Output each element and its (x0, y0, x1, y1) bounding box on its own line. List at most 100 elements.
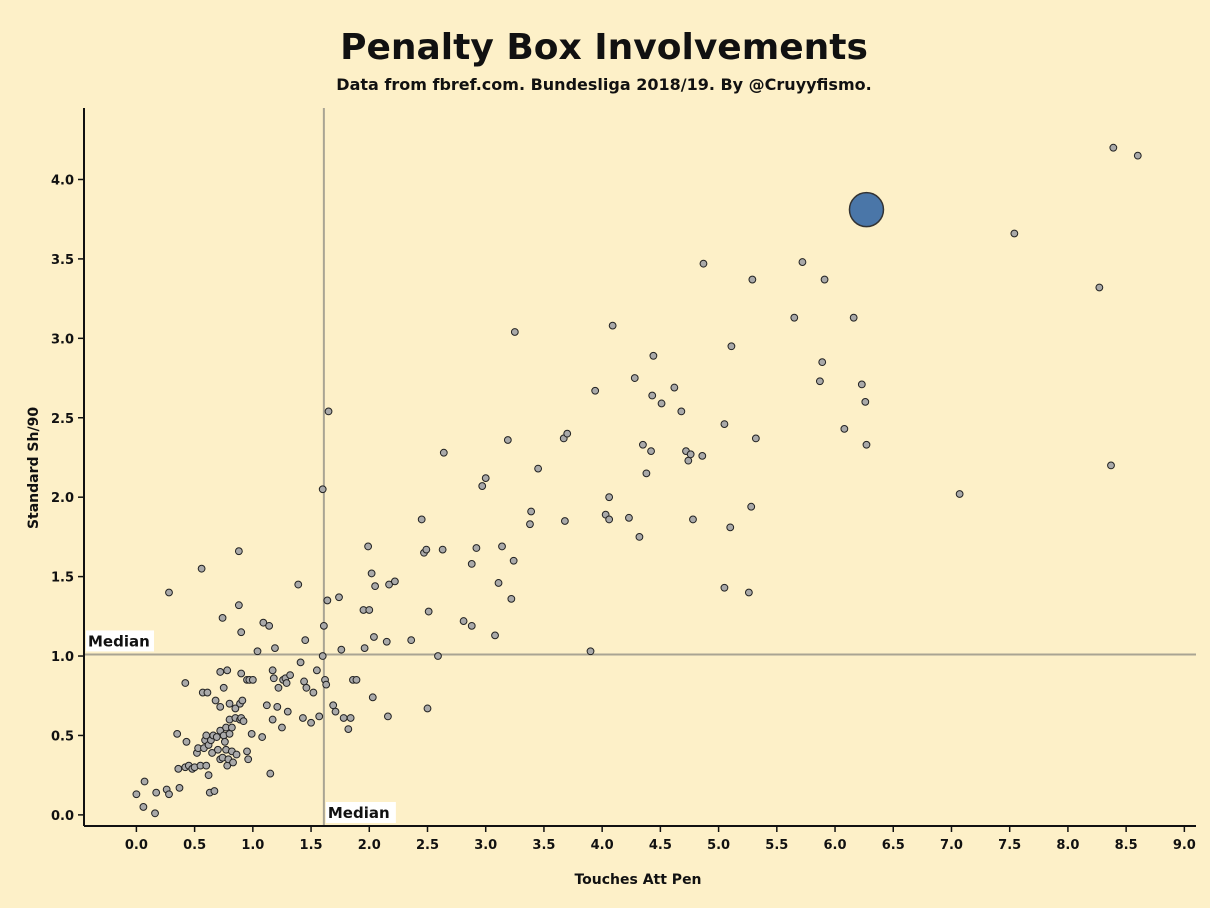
data-point (467, 559, 476, 568)
tick-labels: 0.0 0.5 1.0 1.5 2.0 2.5 3.0 3.5 4.0 4.5 5.0 5.5 6.0 6… (51, 173, 1196, 853)
data-point (219, 683, 228, 692)
data-point (322, 680, 331, 689)
data-point (139, 803, 148, 811)
x-tick-label: 7.0 (940, 838, 963, 853)
data-point (510, 328, 519, 336)
data-point (726, 523, 735, 532)
data-point (331, 707, 340, 716)
median-x-label: Median (328, 804, 390, 822)
chart-title: Penalty Box Involvements (340, 27, 868, 68)
data-point (625, 513, 633, 522)
data-point (265, 621, 274, 630)
data-point (635, 532, 644, 541)
data-point (563, 429, 572, 438)
data-point (481, 474, 490, 483)
data-point (237, 669, 246, 678)
data-point (294, 580, 303, 589)
data-point (849, 313, 858, 322)
median-x-label-bg (325, 802, 396, 823)
data-point (507, 594, 516, 603)
x-tick-label: 1.5 (300, 838, 323, 853)
data-point (747, 502, 756, 511)
data-point (231, 704, 240, 713)
data-point (649, 351, 658, 360)
data-point (367, 569, 376, 578)
data-point (225, 699, 234, 708)
data-point (318, 485, 327, 494)
data-point (494, 579, 503, 587)
data-point (1095, 283, 1104, 292)
y-tick-label: 2.0 (51, 491, 74, 506)
y-tick-label: 1.0 (51, 650, 74, 665)
data-point (344, 725, 353, 734)
data-point (165, 790, 173, 799)
x-tick-label: 5.5 (765, 838, 788, 853)
data-point (748, 275, 757, 284)
data-point (417, 515, 426, 524)
data-point (390, 577, 399, 586)
data-point (175, 783, 184, 792)
data-point (370, 633, 378, 641)
data-point (423, 704, 432, 713)
data-point (642, 469, 651, 478)
data-point (232, 750, 241, 759)
data-point (371, 582, 379, 591)
data-point (173, 729, 182, 738)
data-point (174, 764, 183, 773)
highlight-point (848, 191, 885, 228)
data-point (212, 733, 221, 741)
x-tick-label: 8.5 (1115, 838, 1138, 853)
data-point (840, 424, 849, 433)
data-points (132, 143, 1142, 818)
data-point (202, 761, 211, 770)
x-tick-label: 4.0 (591, 838, 614, 853)
data-point (608, 321, 617, 330)
data-point (472, 544, 481, 552)
data-point (253, 647, 262, 656)
data-point (208, 749, 216, 757)
data-point (670, 383, 679, 392)
data-point (434, 652, 442, 660)
data-point (751, 434, 760, 443)
data-point (248, 675, 257, 684)
data-point (365, 606, 374, 614)
x-tick-label: 3.0 (474, 838, 497, 853)
data-point (204, 771, 213, 780)
data-point (323, 596, 332, 605)
data-point (324, 407, 333, 416)
data-point (329, 701, 338, 710)
data-point (312, 666, 321, 675)
y-tick-label: 0.0 (51, 809, 74, 824)
data-point (309, 688, 318, 697)
data-point (955, 490, 964, 498)
data-point (467, 621, 476, 630)
x-tick-label: 5.0 (707, 838, 730, 853)
median-x-label-group: Median (325, 802, 396, 823)
data-point (234, 547, 243, 556)
data-point (647, 447, 655, 456)
data-point (269, 674, 278, 683)
y-tick-label: 4.0 (51, 173, 74, 188)
data-point (216, 668, 225, 676)
data-point (259, 618, 268, 627)
data-point (227, 723, 236, 732)
data-point (364, 542, 373, 551)
data-point (407, 636, 416, 645)
data-point (720, 420, 729, 429)
data-point (239, 717, 248, 726)
data-point (140, 777, 149, 786)
data-point (744, 588, 753, 597)
data-point (132, 790, 141, 799)
chart-subtitle: Data from fbref.com. Bundesliga 2018/19.… (336, 75, 871, 94)
data-point (503, 436, 512, 444)
data-point (283, 707, 292, 716)
x-tick-label: 2.0 (358, 838, 381, 853)
data-point (286, 671, 294, 679)
data-point (165, 588, 173, 597)
x-tick-label: 8.0 (1056, 838, 1079, 853)
data-point (820, 275, 829, 284)
data-point (268, 666, 277, 675)
